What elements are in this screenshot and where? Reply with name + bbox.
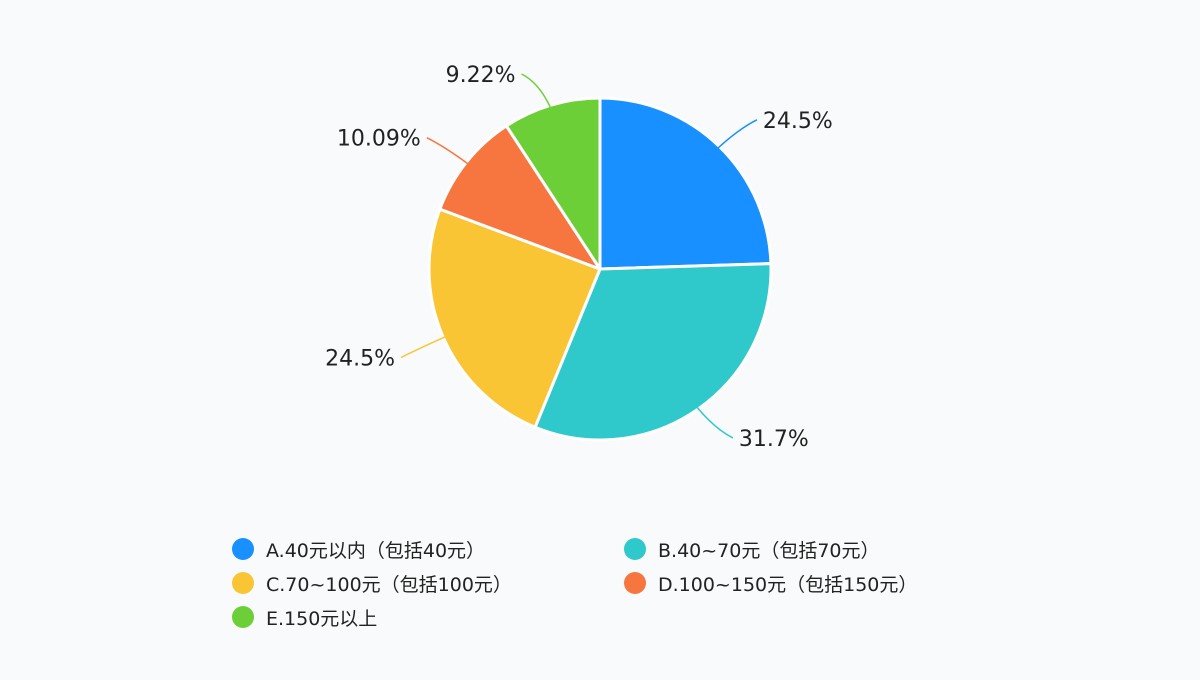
slice-label-a: 24.5% xyxy=(763,109,833,134)
legend-label-d: D.100~150元（包括150元） xyxy=(658,573,918,596)
legend-swatch-d xyxy=(624,572,646,594)
slice-label-b: 31.7% xyxy=(739,427,809,452)
pie-slice-e[interactable] xyxy=(504,96,602,271)
leader-line-b xyxy=(683,389,734,439)
legend: A.40元以内（包括40元） B.40~70元（包括70元） C.70~100元… xyxy=(232,534,992,632)
legend-item-d[interactable]: D.100~150元（包括150元） xyxy=(624,568,992,598)
pie-slice-b[interactable] xyxy=(533,262,773,442)
legend-item-c[interactable]: C.70~100元（包括100元） xyxy=(232,568,624,598)
legend-swatch-a xyxy=(232,538,254,560)
legend-swatch-b xyxy=(624,538,646,560)
legend-item-e[interactable]: E.150元以上 xyxy=(232,602,624,632)
legend-label-c: C.70~100元（包括100元） xyxy=(266,573,512,596)
leader-line-a xyxy=(701,119,758,164)
slice-label-c: 24.5% xyxy=(325,347,395,372)
legend-label-e: E.150元以上 xyxy=(266,607,378,630)
slice-labels: 24.5% 31.7% 24.5% 10.09% 9.22% xyxy=(325,63,833,452)
legend-swatch-e xyxy=(232,606,254,628)
legend-label-b: B.40~70元（包括70元） xyxy=(658,539,880,562)
legend-item-b[interactable]: B.40~70元（包括70元） xyxy=(624,534,992,564)
legend-label-a: A.40元以内（包括40元） xyxy=(266,539,486,562)
pie-slice-a[interactable] xyxy=(598,96,773,271)
leader-line-e xyxy=(521,73,559,129)
legend-item-a[interactable]: A.40元以内（包括40元） xyxy=(232,534,624,564)
leader-line-c xyxy=(400,327,466,359)
slice-label-e: 9.22% xyxy=(446,63,516,88)
legend-swatch-c xyxy=(232,572,254,594)
leader-line-d xyxy=(426,137,486,178)
slice-label-d: 10.09% xyxy=(337,127,421,152)
